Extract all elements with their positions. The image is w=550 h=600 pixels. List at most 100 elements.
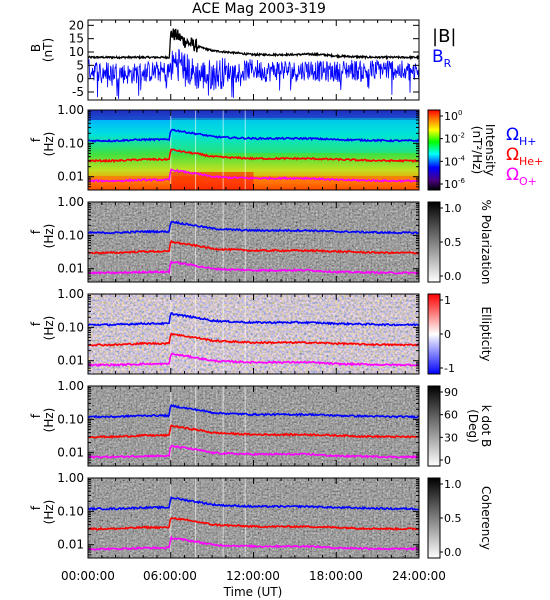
y-axis-label: f xyxy=(29,413,43,418)
gyrofrequency-legend-entry: ΩO+ xyxy=(506,165,537,188)
gyrofrequency-line xyxy=(88,168,419,184)
x-tick-label: 00:00:00 xyxy=(61,569,115,583)
y-axis-label: f xyxy=(29,505,43,510)
gyrofrequency-line xyxy=(88,312,419,327)
intensity-panel: 1.00 0.10 0.01 f (Hz) 100 10-2 10-4 10-6 Intensit… xyxy=(29,103,543,191)
colorbar-label: (Deg) xyxy=(466,409,480,443)
figure-title: ACE Mag 2003-319 xyxy=(192,1,326,17)
colorbar-tick-label: 90 xyxy=(444,386,458,399)
gyrofrequency-line xyxy=(88,424,419,439)
gyrofrequency-line xyxy=(88,516,419,531)
legend-entry: |B| xyxy=(432,26,456,47)
y-tick-label: 10 xyxy=(69,45,84,59)
x-tick-label: 24:00:00 xyxy=(392,569,446,583)
gyrofrequency-line xyxy=(88,495,419,511)
coherency-panel: 1.00 0.10 0.01 f (Hz) 1.0 0.5 0.0 Coherency xyxy=(29,471,493,559)
gyrofrequency-line xyxy=(88,352,419,368)
y-tick-label: 0.01 xyxy=(57,170,84,184)
gyrofrequency-line xyxy=(88,220,419,235)
x-tick-label: 18:00:00 xyxy=(309,569,363,583)
spectrogram-image xyxy=(88,294,419,374)
y-tick-label: 0.01 xyxy=(57,446,84,460)
x-axis: 00:00:00 06:00:00 12:00:00 18:00:00 24:0… xyxy=(61,569,446,599)
colorbar-tick-label: 60 xyxy=(444,409,458,422)
y-axis-label: f xyxy=(29,321,43,326)
y-tick-label: 0.10 xyxy=(57,228,84,242)
colorbar xyxy=(427,109,441,191)
spectrogram-texture xyxy=(88,386,419,466)
y-tick-label: 0.10 xyxy=(57,320,84,334)
gyrofrequency-legend-entry: ΩH+ xyxy=(506,125,537,148)
colorbar-label: Ellipticity xyxy=(479,307,493,362)
colorbar-tick-label: 1.0 xyxy=(444,202,462,215)
spectrogram-image xyxy=(88,110,419,190)
y-axis-unit: (Hz) xyxy=(42,224,56,249)
y-tick-label: 0.01 xyxy=(57,262,84,276)
colorbar-tick-label: 0.0 xyxy=(444,270,462,283)
y-tick-label: 15 xyxy=(69,32,84,46)
y-tick-label: 1.00 xyxy=(57,471,84,485)
y-axis-unit: (Hz) xyxy=(42,316,56,341)
colorbar-tick-label: 0 xyxy=(444,454,451,467)
colorbar-tick-label: 1.0 xyxy=(444,478,462,491)
legend-entry: BR xyxy=(432,47,452,70)
y-axis-label: f xyxy=(29,137,43,142)
series-line xyxy=(87,28,420,61)
spectrogram-texture xyxy=(88,294,419,374)
series-line xyxy=(87,48,420,100)
y-tick-label: 5 xyxy=(76,58,84,72)
y-axis-unit: (Hz) xyxy=(42,132,56,157)
colorbar-tick-label: 0.0 xyxy=(444,546,462,559)
colorbar xyxy=(427,293,441,375)
colorbar-tick-label: 30 xyxy=(444,431,458,444)
y-tick-label: 1.00 xyxy=(57,379,84,393)
x-axis-label: Time (UT) xyxy=(223,585,283,599)
band xyxy=(170,172,254,190)
colorbar-label: Intensity xyxy=(483,124,497,176)
y-tick-label: 0.10 xyxy=(57,136,84,150)
colorbar-tick-label: 1 xyxy=(444,294,451,307)
spectrogram-image xyxy=(88,386,419,466)
gyrofrequency-line xyxy=(88,403,419,419)
gyrofrequency-line xyxy=(88,148,419,164)
colorbar-label: k dot B xyxy=(479,405,493,447)
y-tick-label: 0.01 xyxy=(57,354,84,368)
colorbar-tick-label: 10-4 xyxy=(444,154,466,168)
y-tick-label: 0.10 xyxy=(57,504,84,518)
k-dot-b-panel: 1.00 0.10 0.01 f (Hz) 90 60 30 0 k dot B(Deg) xyxy=(29,379,493,467)
y-tick-label: 0.01 xyxy=(57,538,84,552)
colorbar-tick-label: 0 xyxy=(444,328,451,341)
ellipticity-panel: 1.00 0.10 0.01 f (Hz) 1 0 -1 Ellipticity xyxy=(29,287,493,375)
gyrofrequency-line xyxy=(88,332,419,347)
y-axis-label: f xyxy=(29,229,43,234)
x-tick-label: 06:00:00 xyxy=(143,569,197,583)
y-tick-label: 1.00 xyxy=(57,195,84,209)
colorbar-tick-label: 10-6 xyxy=(444,177,466,191)
y-axis-label: B xyxy=(29,44,43,52)
colorbar xyxy=(427,385,441,467)
gyrofrequency-line xyxy=(88,444,419,459)
y-tick-label: -5 xyxy=(72,85,84,99)
colorbar-tick-label: 0.5 xyxy=(444,236,462,249)
gyrofrequency-line xyxy=(88,535,419,552)
gyrofrequency-legend-entry: ΩHe+ xyxy=(506,145,543,168)
spectrogram-image xyxy=(88,202,419,282)
y-tick-label: 20 xyxy=(69,18,84,32)
gyrofrequency-line xyxy=(88,128,419,143)
spectrogram-texture xyxy=(88,202,419,282)
gyrofrequency-line xyxy=(88,239,419,255)
y-tick-label: 0.10 xyxy=(57,412,84,426)
colorbar xyxy=(427,477,441,559)
colorbar-tick-label: 100 xyxy=(444,109,462,123)
y-axis-unit: (nT) xyxy=(41,38,55,62)
y-axis-unit: (Hz) xyxy=(42,408,56,433)
x-tick-label: 12:00:00 xyxy=(226,569,280,583)
spectrogram-image xyxy=(88,478,419,558)
y-tick-label: 1.00 xyxy=(57,287,84,301)
colorbar-tick-label: 0.5 xyxy=(444,512,462,525)
y-tick-label: 0 xyxy=(76,72,84,86)
colorbar-label: % Polarization xyxy=(479,200,493,285)
colorbar-label: (nT²/Hz) xyxy=(470,126,484,174)
